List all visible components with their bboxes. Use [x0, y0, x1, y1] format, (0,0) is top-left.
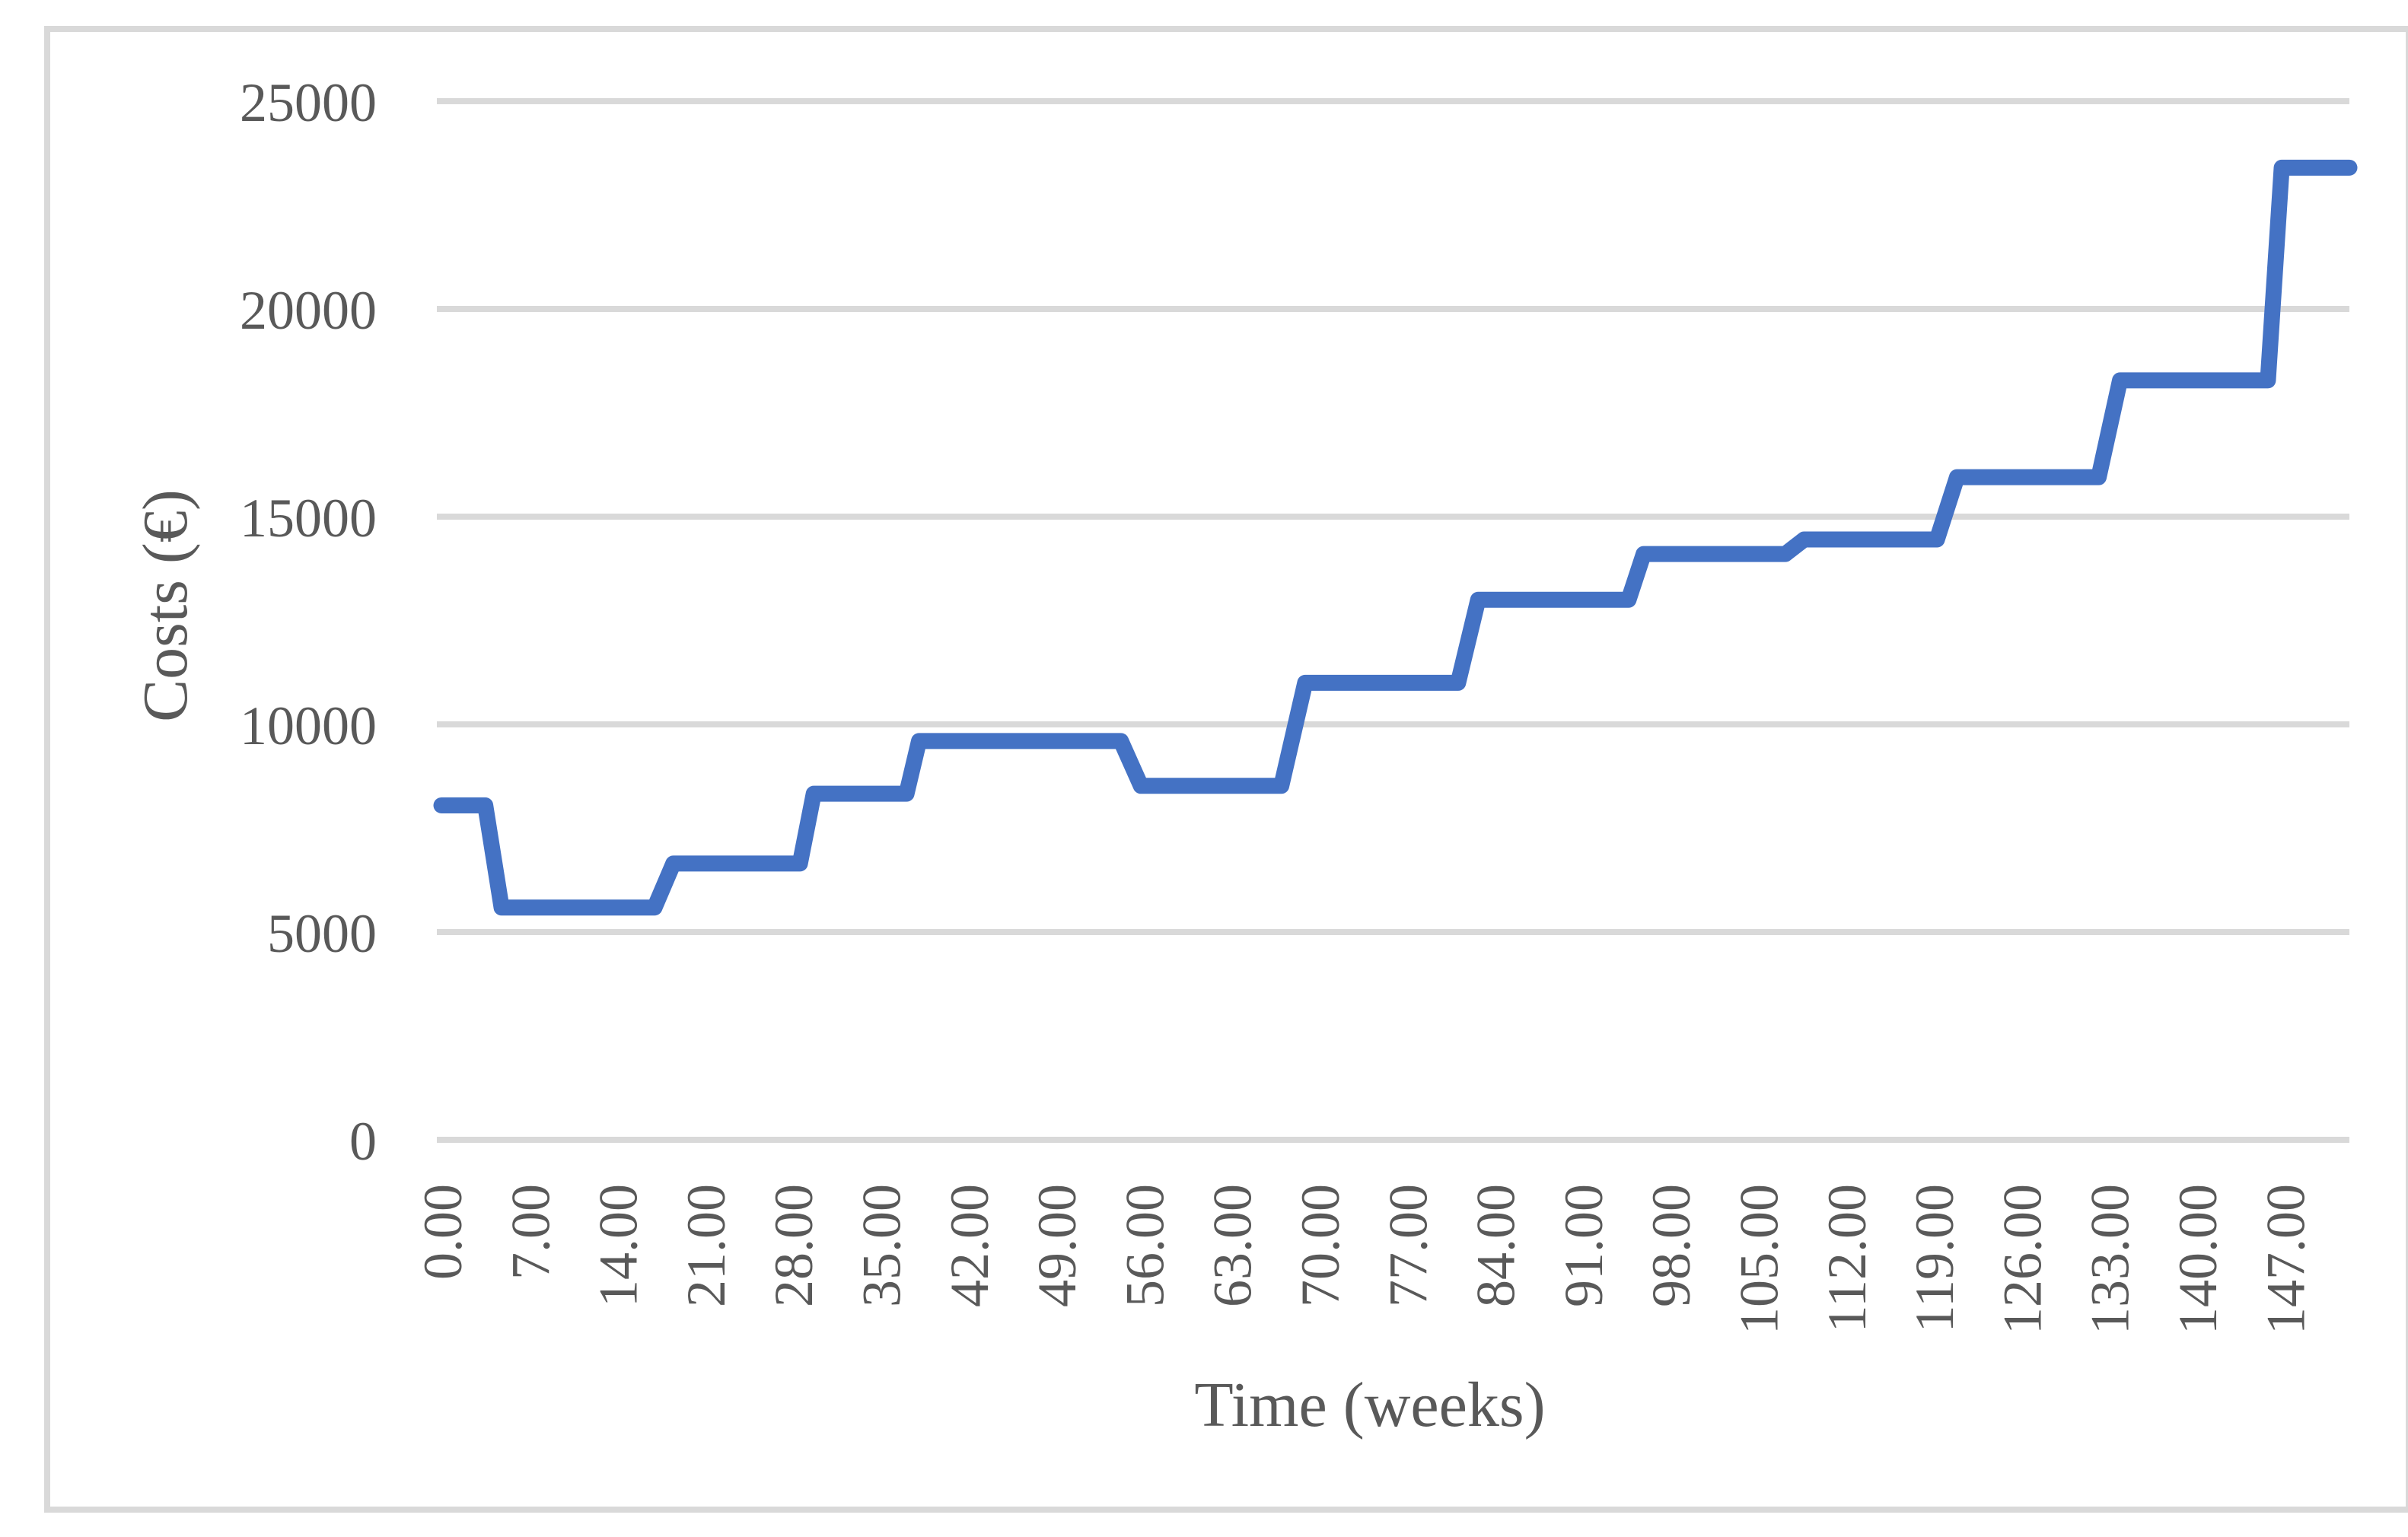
y-tick-label: 15000	[240, 488, 377, 549]
y-tick-label: 25000	[240, 72, 377, 133]
cost-over-time-chart: 0 5000 10000 15000 20000 25000 0.00 7.00 14.00 2…	[130, 72, 2358, 1440]
x-tick-label: 84.00	[1466, 1184, 1527, 1307]
x-tick-label: 7.00	[500, 1184, 561, 1280]
x-tick-label: 63.00	[1202, 1184, 1263, 1307]
cost-over-time-chart-figure: 0 5000 10000 15000 20000 25000 0.00 7.00 14.00 2…	[30, 12, 2408, 1537]
x-tick-label: 126.00	[1992, 1184, 2053, 1335]
x-tick-label: 28.00	[763, 1184, 824, 1307]
y-axis-tick-labels: 0 5000 10000 15000 20000 25000	[240, 72, 377, 1172]
x-tick-label: 105.00	[1729, 1184, 1790, 1335]
x-tick-label: 21.00	[676, 1184, 737, 1307]
cost-series-line	[433, 159, 2358, 916]
data-series	[433, 159, 2358, 916]
x-tick-label: 133.00	[2080, 1184, 2141, 1335]
y-tick-label: 5000	[267, 903, 377, 964]
x-tick-label: 14.00	[588, 1184, 649, 1307]
x-tick-label: 119.00	[1904, 1184, 1965, 1332]
y-axis-title: Costs (€)	[130, 489, 201, 722]
x-tick-label: 77.00	[1378, 1184, 1438, 1307]
x-tick-label: 49.00	[1027, 1184, 1088, 1307]
x-tick-label: 42.00	[939, 1184, 1000, 1307]
x-axis-title: Time (weeks)	[1194, 1370, 1545, 1440]
x-tick-label: 35.00	[852, 1184, 913, 1307]
x-tick-label: 112.00	[1817, 1184, 1878, 1332]
x-tick-label: 91.00	[1553, 1184, 1614, 1307]
x-tick-label: 140.00	[2168, 1184, 2228, 1335]
gridlines	[437, 98, 2349, 1143]
y-tick-label: 0	[349, 1111, 377, 1172]
x-tick-label: 147.00	[2255, 1184, 2316, 1335]
x-tick-label: 56.00	[1114, 1184, 1175, 1307]
x-tick-label: 98.00	[1641, 1184, 1702, 1307]
chart-border-frame	[44, 26, 2408, 1513]
y-tick-label: 20000	[240, 280, 377, 341]
x-tick-label: 70.00	[1290, 1184, 1351, 1307]
x-tick-label: 0.00	[412, 1184, 473, 1280]
x-axis-tick-labels: 0.00 7.00 14.00 21.00 28.00 35.00 42.00 49.00 56…	[412, 1184, 2316, 1335]
y-tick-label: 10000	[240, 695, 377, 756]
